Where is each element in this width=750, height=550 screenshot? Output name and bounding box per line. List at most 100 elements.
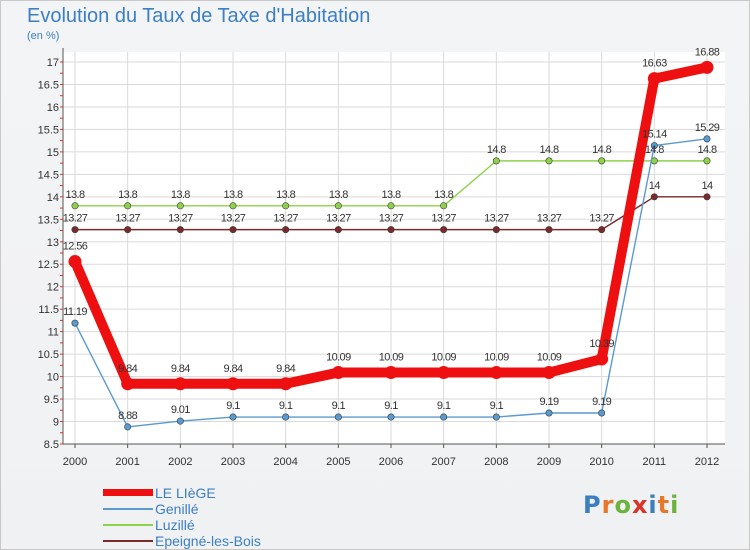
legend-label-epeigne-les-bois: Epeigné-les-Bois <box>155 533 261 549</box>
data-point <box>437 366 451 380</box>
data-label: 14.8 <box>487 144 506 156</box>
data-label: 9.19 <box>539 396 558 408</box>
data-label: 9.1 <box>490 400 504 412</box>
data-point <box>121 377 135 391</box>
x-tick-label: 2004 <box>273 456 297 468</box>
series-layer <box>68 60 714 431</box>
data-point <box>334 202 342 210</box>
y-tick-label: 12 <box>47 282 59 294</box>
axis-layer: 8.5 9 9.5 10 10.5 11 11.5 12 12.5 13 13.5 14 14.5 15 1… <box>38 48 725 468</box>
data-label: 14.8 <box>697 144 716 156</box>
data-point <box>176 226 184 234</box>
data-point <box>282 413 290 421</box>
data-point <box>700 60 714 74</box>
data-label: 10.09 <box>537 352 562 364</box>
data-point <box>68 255 82 269</box>
legend-item-le-liege: LE LIèGE <box>103 485 363 501</box>
data-label: 10.39 <box>589 338 614 350</box>
y-tick-label: 11 <box>48 327 59 339</box>
x-tick-label: 2001 <box>115 456 139 468</box>
data-label: 13.27 <box>221 213 246 225</box>
data-label: 13.8 <box>223 189 242 201</box>
legend-swatch-epeigne-les-bois <box>103 540 153 542</box>
data-point <box>71 202 79 210</box>
logo-letter: P <box>583 491 602 519</box>
proxiti-logo: Proxiti <box>583 491 679 519</box>
data-point <box>226 377 240 391</box>
data-point <box>489 366 503 380</box>
x-tick-label: 2010 <box>589 456 613 468</box>
data-label: 14.8 <box>539 144 558 156</box>
y-tick-label: 13 <box>47 237 59 249</box>
y-tick-label: 14 <box>47 192 59 204</box>
data-point <box>542 366 556 380</box>
data-point <box>703 157 711 165</box>
y-tick-label: 12.5 <box>38 259 59 271</box>
data-point <box>440 226 448 234</box>
data-point <box>124 202 132 210</box>
data-label: 13.27 <box>537 213 562 225</box>
y-tick-label: 14.5 <box>38 169 59 181</box>
data-point <box>545 226 553 234</box>
data-point <box>703 193 711 201</box>
data-label: 16.63 <box>642 58 667 70</box>
data-label: 13.8 <box>118 189 137 201</box>
y-tick-label: 13.5 <box>38 214 59 226</box>
legend-label-luzille: Luzillé <box>155 517 195 533</box>
data-label: 15.29 <box>695 122 720 134</box>
data-label: 9.84 <box>171 363 190 375</box>
data-point <box>545 157 553 165</box>
data-label: 13.27 <box>379 213 404 225</box>
data-label: 16.88 <box>695 46 720 58</box>
y-tick-label: 16.5 <box>38 79 59 91</box>
data-point <box>492 157 500 165</box>
data-point <box>440 413 448 421</box>
x-tick-label: 2007 <box>431 456 455 468</box>
data-label: 13.27 <box>326 213 351 225</box>
data-label: 9.84 <box>276 363 295 375</box>
logo-letter: i <box>648 491 658 519</box>
data-point <box>229 202 237 210</box>
data-label: 9.84 <box>223 363 242 375</box>
data-label: 10.09 <box>379 352 404 364</box>
data-label: 9.84 <box>118 363 137 375</box>
data-label: 10.09 <box>431 352 456 364</box>
data-label: 14.8 <box>592 144 611 156</box>
data-point <box>598 409 606 417</box>
data-point <box>282 202 290 210</box>
data-point <box>492 413 500 421</box>
x-tick-label: 2003 <box>221 456 245 468</box>
data-label: 13.27 <box>115 213 140 225</box>
logo-letter: x <box>631 491 649 519</box>
y-tick-label: 9.5 <box>44 394 59 406</box>
y-tick-label: 9 <box>53 417 59 429</box>
data-point <box>650 193 658 201</box>
x-tick-label: 2011 <box>643 456 667 468</box>
y-tick-label: 11.5 <box>38 304 59 316</box>
data-point <box>492 226 500 234</box>
data-point <box>124 226 132 234</box>
x-tick-label: 2000 <box>63 456 87 468</box>
x-tick-label: 2009 <box>537 456 561 468</box>
data-label: 13.8 <box>381 189 400 201</box>
grid-layer <box>63 52 725 445</box>
chart-title: Evolution du Taux de Taxe d'Habitation <box>27 5 371 27</box>
legend-swatch-genille <box>103 508 153 510</box>
data-label: 14 <box>701 180 713 192</box>
data-label: 13.8 <box>171 189 190 201</box>
data-label: 10.09 <box>484 352 509 364</box>
data-point <box>279 377 293 391</box>
data-label: 13.8 <box>276 189 295 201</box>
data-point <box>334 413 342 421</box>
data-label: 13.27 <box>431 213 456 225</box>
logo-letter: t <box>657 491 671 519</box>
data-label: 13.27 <box>589 213 614 225</box>
data-label: 11.19 <box>63 306 87 318</box>
data-point <box>71 319 79 327</box>
data-label: 13.8 <box>65 189 84 201</box>
data-point <box>440 202 448 210</box>
data-point <box>647 72 661 86</box>
legend-label-le-liege: LE LIèGE <box>155 485 216 501</box>
data-point <box>545 409 553 417</box>
